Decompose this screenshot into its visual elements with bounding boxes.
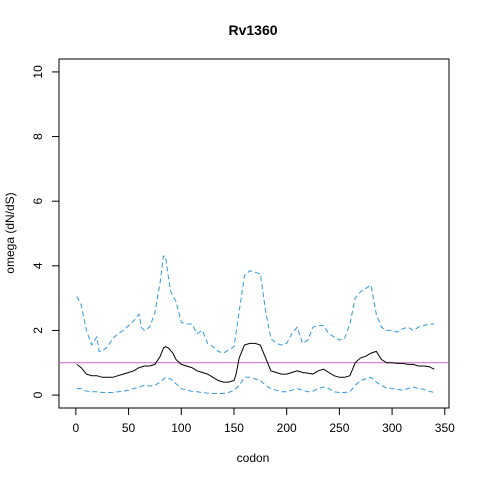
y-tick-label: 4 [31,262,45,269]
x-tick-label: 100 [171,421,191,435]
x-axis: 0 50 100 150 200 250 300 350 [73,407,455,435]
x-tick-label: 0 [73,421,80,435]
x-tick-label: 350 [435,421,455,435]
y-tick-label: 10 [31,65,45,79]
series-layer [76,255,435,394]
series-line-lower [76,376,435,394]
y-axis: 0 2 4 6 8 10 [31,65,60,398]
x-tick-label: 250 [329,421,349,435]
series-line-upper [76,255,435,354]
y-axis-label: omega (dN/dS) [3,192,17,273]
y-tick-label: 0 [31,391,45,398]
x-tick-label: 50 [122,421,136,435]
y-tick-label: 8 [31,133,45,140]
x-tick-label: 200 [277,421,297,435]
plot-frame [58,58,450,409]
x-tick-label: 150 [224,421,244,435]
x-tick-label: 300 [382,421,402,435]
series-line-estimate [76,342,435,383]
y-tick-label: 2 [31,327,45,334]
y-tick-label: 6 [31,198,45,205]
x-axis-label: codon [237,451,270,465]
chart-title: Rv1360 [228,22,277,38]
